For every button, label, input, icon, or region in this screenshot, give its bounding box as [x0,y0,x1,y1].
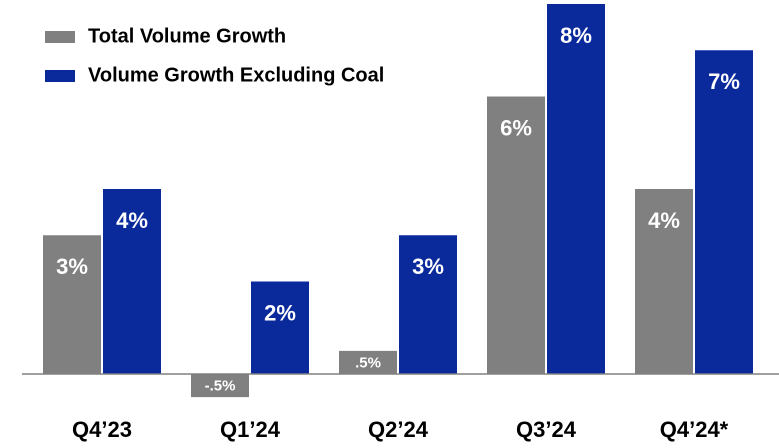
data-label: 4% [648,208,680,233]
x-tick-label: Q2’24 [368,417,429,442]
bar [695,50,753,374]
data-label: 3% [56,254,88,279]
data-label: -.5% [205,378,236,395]
bar [399,235,457,374]
data-label: 6% [500,115,532,140]
bar [103,189,161,374]
legend-swatch [45,70,75,82]
bar [635,189,693,374]
bar [191,374,249,398]
x-tick-label: Q4’24* [660,417,729,442]
legend-label: Volume Growth Excluding Coal [88,64,384,86]
data-label: 2% [264,300,296,325]
x-tick-label: Q1’24 [220,417,281,442]
data-label: 4% [116,208,148,233]
data-label: 3% [412,254,444,279]
bar [43,235,101,374]
legend-swatch [45,31,75,43]
data-label: .5% [355,354,381,371]
data-label: 7% [708,69,740,94]
data-label: 8% [560,23,592,48]
legend-label: Total Volume Growth [88,25,286,47]
bar [251,281,309,374]
bar [339,350,397,374]
bar [487,96,545,374]
bar [547,4,605,374]
x-tick-label: Q4’23 [72,417,132,442]
x-tick-label: Q3’24 [516,417,577,442]
